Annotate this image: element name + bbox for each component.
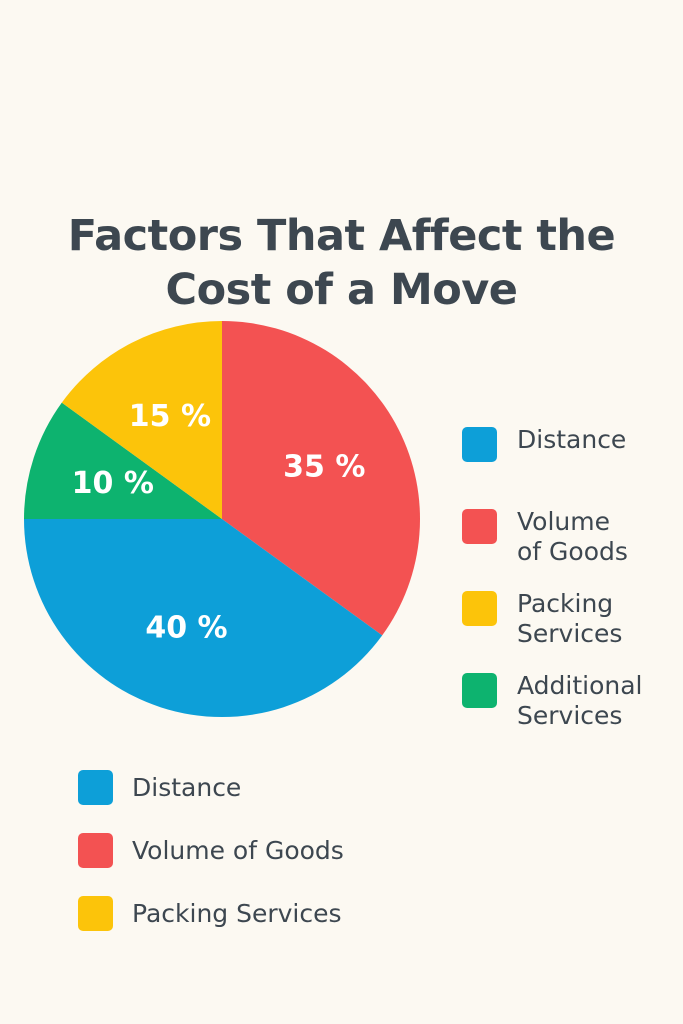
legend-bottom-item: Volume of Goods [78, 819, 638, 882]
legend-swatch [78, 896, 113, 931]
pie-slice-label-volume-of-goods: 35 % [283, 449, 365, 484]
chart-title-line-2: Cost of a Move [165, 264, 518, 315]
legend-swatch [78, 833, 113, 868]
legend-swatch [78, 770, 113, 805]
pie-slice-label-packing-services: 15 % [129, 399, 211, 434]
chart-title-line-1: Factors That Affect the [67, 210, 616, 261]
legend-label: Packing Services [517, 589, 667, 649]
pie-slice-label-additional-services: 10 % [72, 466, 154, 501]
chart-title: Factors That Affect the Cost of a Move [0, 209, 683, 317]
pie-slice-additional-services [24, 402, 222, 519]
pie-chart: 35 % 40 % 10 % 15 % [23, 321, 421, 718]
legend-label: Additional Services [517, 671, 667, 731]
pie-slice-distance [23, 519, 383, 718]
pie-slice-volume-of-goods [222, 321, 421, 636]
legend-right-item: Packing Services [462, 589, 680, 671]
legend-swatch [462, 591, 497, 626]
legend-label-line: Packing [517, 589, 614, 618]
legend-label: Distance [517, 425, 667, 455]
legend-bottom: Distance Volume of Goods Packing Services [78, 756, 638, 945]
legend-bottom-item: Distance [78, 756, 638, 819]
legend-label-line: of Goods [517, 537, 628, 566]
pie-slice-packing-services [61, 321, 223, 519]
legend-label: Distance [132, 772, 242, 802]
legend-label-line: Volume [517, 507, 610, 536]
legend-right-item: Additional Services [462, 671, 680, 753]
legend-bottom-item: Packing Services [78, 882, 638, 945]
legend-label: Volume of Goods [132, 835, 344, 865]
legend-right: Distance Volume of Goods Packing Services Add… [462, 425, 680, 753]
legend-label: Volume of Goods [517, 507, 667, 567]
legend-label: Packing Services [132, 898, 342, 928]
legend-swatch [462, 427, 497, 462]
pie-slice-label-distance: 40 % [145, 611, 227, 646]
legend-label-line: Additional [517, 671, 643, 700]
legend-right-item: Volume of Goods [462, 507, 680, 589]
legend-right-item: Distance [462, 425, 680, 507]
legend-label-line: Services [517, 701, 623, 730]
legend-swatch [462, 673, 497, 708]
legend-label-line: Services [517, 619, 623, 648]
legend-swatch [462, 509, 497, 544]
legend-label-line: Distance [517, 425, 627, 454]
